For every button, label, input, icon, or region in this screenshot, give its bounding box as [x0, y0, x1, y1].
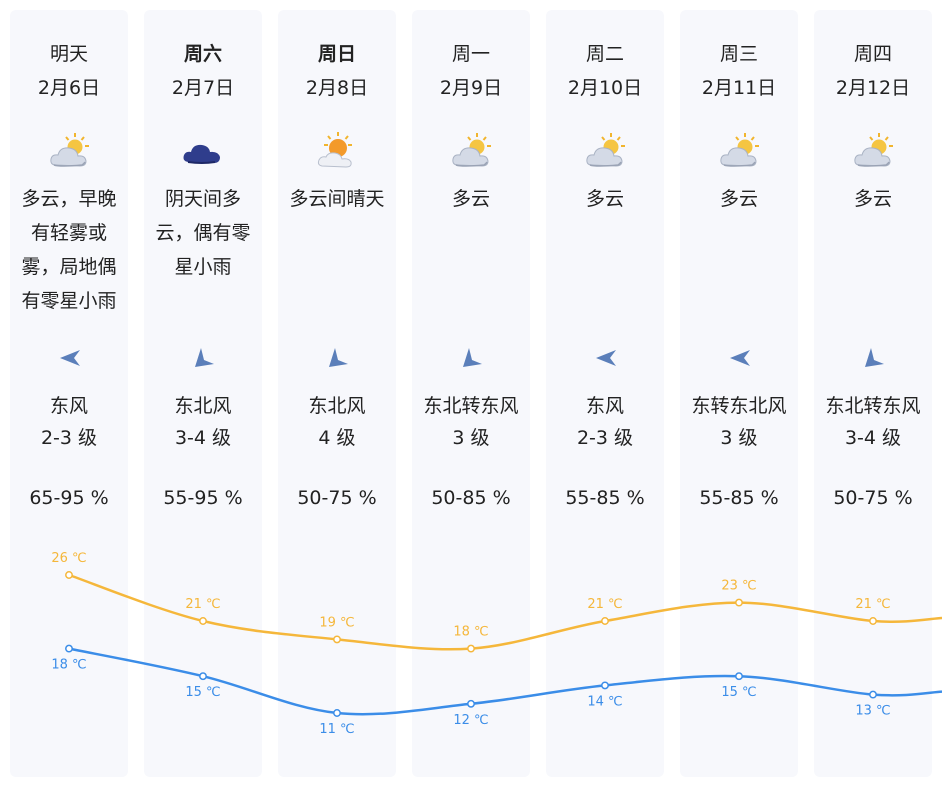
weather-description: 多云，早晚有轻雾或雾，局地偶有零星小雨 — [21, 188, 117, 312]
high-temp-point — [601, 617, 609, 625]
partly-cloudy-icon — [718, 131, 764, 171]
day-column-7: 周四 2月12日 多云 东北转东风 3-4 级 50-75 % — [814, 10, 932, 777]
day-column-3: 周日 2月8日 多云间晴天 东北风 4 级 50-75 % — [278, 10, 396, 777]
high-temp-label: 19 ℃ — [319, 615, 354, 630]
humidity: 50-85 % — [431, 487, 511, 509]
date-label: 2月10日 — [567, 77, 643, 99]
wind-arrow-southwest-icon — [863, 347, 885, 369]
low-temp-point — [467, 699, 475, 708]
low-temp-point — [735, 672, 743, 681]
partly-cloudy-icon — [852, 131, 898, 171]
high-temp-point — [199, 617, 207, 625]
wind-level: 2-3 级 — [576, 427, 634, 449]
date-label: 2月9日 — [439, 77, 503, 99]
low-temp-label: 11 ℃ — [319, 722, 354, 737]
date-label: 2月12日 — [835, 77, 911, 99]
weather-description: 多云间晴天 — [289, 188, 385, 210]
wind-direction-label: 东北风 — [174, 395, 232, 417]
wind-arrow-west-icon — [729, 347, 751, 369]
date-label: 2月6日 — [37, 77, 101, 99]
high-temp-label: 23 ℃ — [721, 579, 756, 594]
wind-arrow-southwest-icon — [193, 347, 215, 369]
wind-level: 3 级 — [720, 427, 758, 449]
partly-cloudy-icon — [450, 131, 496, 171]
date-label: 2月8日 — [305, 77, 369, 99]
day-name: 周三 — [719, 43, 758, 65]
wind-arrow-west-icon — [59, 347, 81, 369]
wind-level: 3 级 — [452, 427, 490, 449]
low-temp-line — [68, 647, 942, 716]
overcast-cloud-icon — [182, 131, 228, 171]
low-temp-point — [601, 681, 609, 690]
humidity: 55-85 % — [565, 487, 645, 509]
wind-arrow-southwest-icon — [461, 347, 483, 369]
wind-direction-label: 东风 — [49, 395, 88, 417]
low-temp-label: 12 ℃ — [453, 713, 488, 728]
low-temp-label: 14 ℃ — [587, 694, 622, 709]
humidity: 50-75 % — [297, 487, 377, 509]
day-name: 明天 — [49, 43, 88, 65]
high-temp-label: 21 ℃ — [855, 597, 890, 612]
low-temp-label: 13 ℃ — [855, 704, 890, 719]
low-temp-label: 18 ℃ — [51, 658, 86, 673]
humidity: 50-75 % — [833, 487, 913, 509]
day-column-5: 周二 2月10日 多云 东风 2-3 级 55-85 % — [546, 10, 664, 777]
day-name: 周六 — [183, 43, 222, 65]
high-temp-point — [333, 635, 341, 644]
wind-direction-label: 东北转东风 — [825, 395, 921, 417]
wind-level: 3-4 级 — [174, 427, 232, 449]
weather-description: 多云 — [451, 188, 490, 210]
low-temp-label: 15 ℃ — [185, 685, 220, 700]
sunny-cloudy-icon — [316, 131, 362, 171]
date-label: 2月11日 — [701, 77, 777, 99]
weather-description: 多云 — [585, 188, 624, 210]
wind-arrow-southwest-icon — [327, 347, 349, 369]
day-column-2: 周六 2月7日 阴天间多云，偶有零星小雨 东北风 3-4 级 55-95 % — [144, 10, 262, 777]
wind-level: 2-3 级 — [40, 427, 98, 449]
wind-direction-label: 东北转东风 — [423, 395, 519, 417]
low-temp-point — [65, 644, 73, 653]
high-temp-label: 21 ℃ — [587, 597, 622, 612]
partly-cloudy-icon — [48, 131, 94, 171]
day-name: 周日 — [317, 43, 356, 65]
day-column-6: 周三 2月11日 多云 东转东北风 3 级 55-85 % — [680, 10, 798, 777]
high-temp-line — [68, 573, 942, 651]
high-temp-point — [869, 617, 877, 625]
low-temp-point — [869, 690, 877, 699]
weather-description: 阴天间多云，偶有零星小雨 — [155, 188, 251, 278]
humidity: 55-95 % — [163, 487, 243, 509]
high-temp-label: 21 ℃ — [185, 597, 220, 612]
wind-level: 4 级 — [318, 427, 356, 449]
day-name: 周一 — [451, 43, 490, 65]
day-name: 周四 — [853, 43, 892, 65]
weather-description: 多云 — [719, 188, 758, 210]
high-temp-label: 26 ℃ — [51, 551, 86, 566]
wind-level: 3-4 级 — [844, 427, 902, 449]
wind-direction-label: 东风 — [585, 395, 624, 417]
low-temp-point — [333, 709, 341, 717]
high-temp-point — [467, 644, 475, 653]
wind-direction-label: 东转东北风 — [691, 395, 787, 417]
partly-cloudy-icon — [584, 131, 630, 171]
wind-direction-label: 东北风 — [308, 395, 366, 417]
high-temp-point — [735, 598, 743, 607]
date-label: 2月7日 — [171, 77, 235, 99]
high-temp-point — [65, 571, 73, 579]
humidity: 55-85 % — [699, 487, 779, 509]
wind-arrow-west-icon — [595, 347, 617, 369]
high-temp-label: 18 ℃ — [453, 625, 488, 640]
day-name: 周二 — [585, 43, 624, 65]
low-temp-point — [199, 672, 207, 681]
weather-description: 多云 — [853, 188, 892, 210]
low-temp-label: 15 ℃ — [721, 685, 756, 700]
humidity: 65-95 % — [29, 487, 109, 509]
